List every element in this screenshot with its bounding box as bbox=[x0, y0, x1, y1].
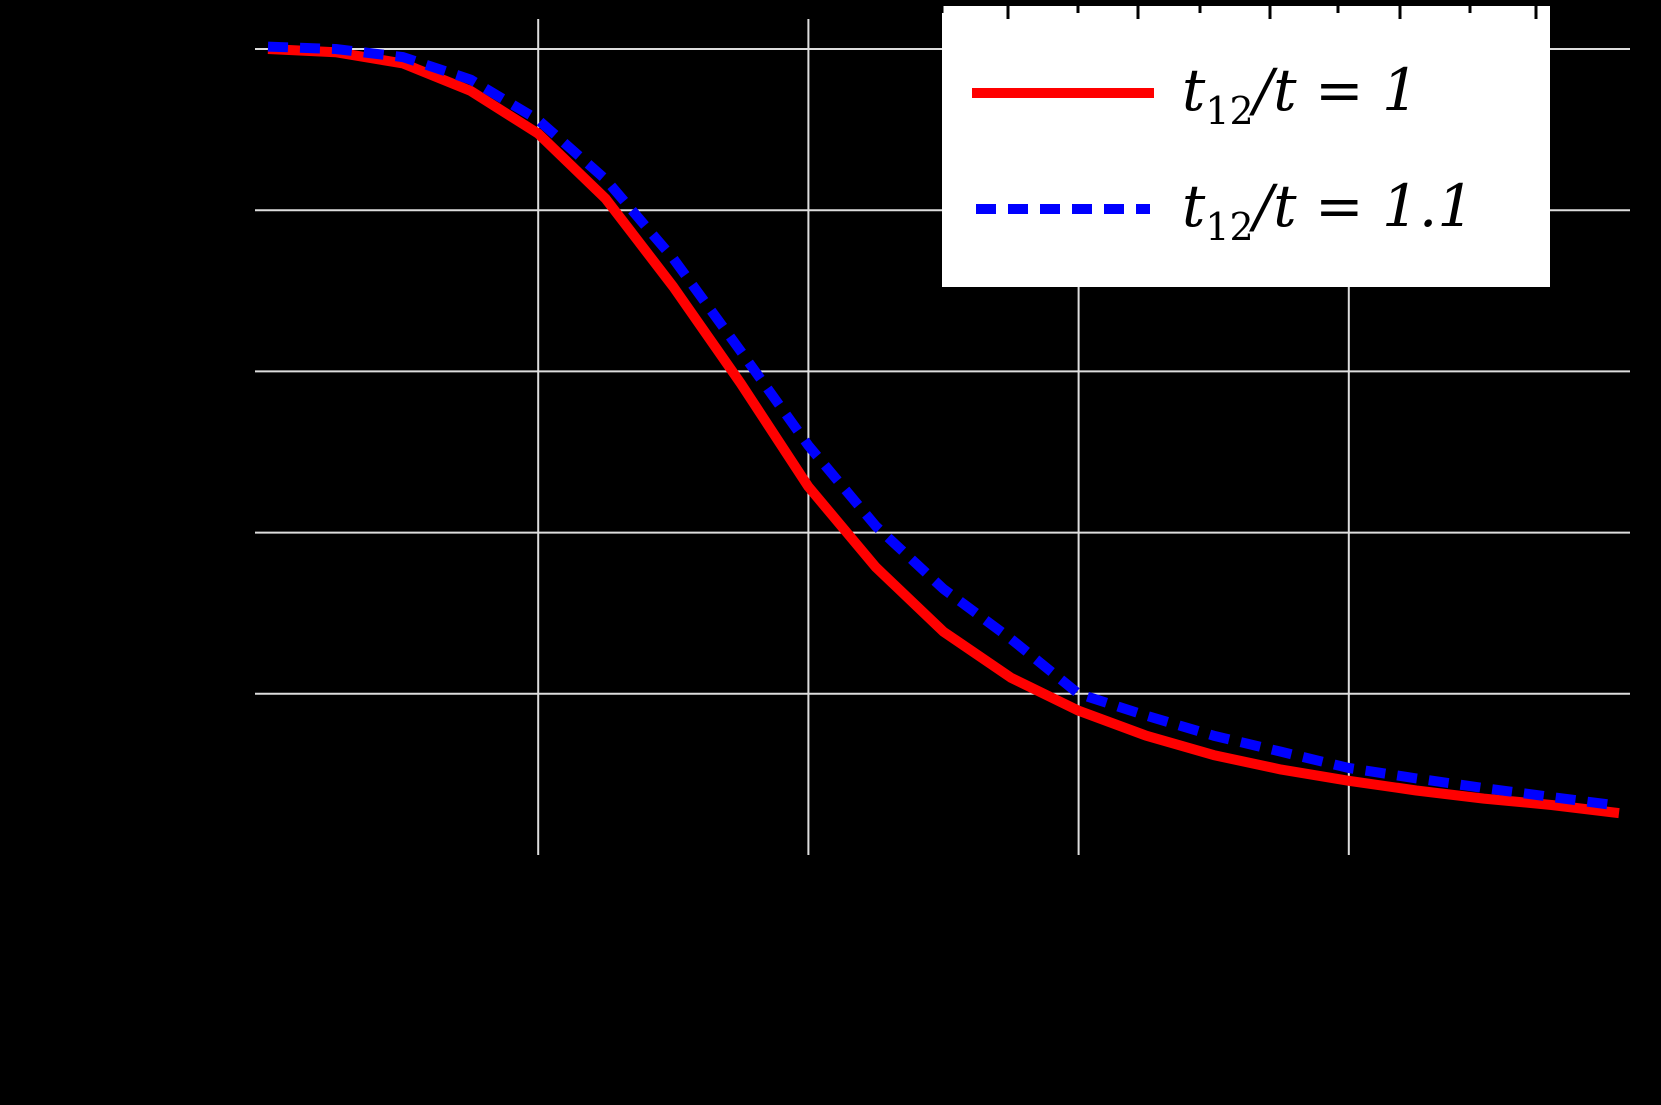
legend-label-series-1: t12/t = 1 bbox=[1182, 56, 1419, 133]
legend-top-ticks bbox=[940, 6, 1538, 19]
series-line-2 bbox=[267, 41, 1620, 811]
legend: t12/t = 1 t12/t = 1.1 bbox=[940, 6, 1550, 287]
legend-box bbox=[942, 6, 1550, 287]
data-series bbox=[267, 41, 1620, 819]
legend-label-series-2: t12/t = 1.1 bbox=[1182, 172, 1474, 249]
series-line-1 bbox=[267, 44, 1620, 819]
